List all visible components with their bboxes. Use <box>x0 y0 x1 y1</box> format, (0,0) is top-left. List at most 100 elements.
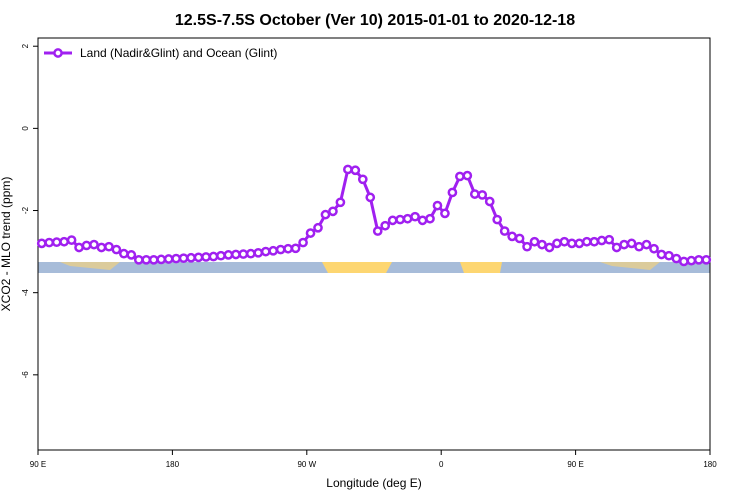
point <box>365 192 376 203</box>
land-strip <box>60 262 120 270</box>
point <box>432 200 443 211</box>
point <box>148 254 159 265</box>
point <box>380 220 391 231</box>
point <box>559 236 570 247</box>
land-strip <box>322 262 392 273</box>
point <box>656 249 667 260</box>
point <box>201 252 211 262</box>
point <box>514 233 525 244</box>
point <box>253 247 264 258</box>
legend-label: Land (Nadir&Glint) and Ocean (Glint) <box>80 46 277 60</box>
x-tick-label: 90 W <box>297 460 316 469</box>
point <box>589 236 600 247</box>
point <box>581 236 592 247</box>
y-tick-label: -4 <box>21 289 30 297</box>
x-axis-label: Longitude (deg E) <box>326 476 421 490</box>
point <box>357 174 368 185</box>
point <box>469 189 480 199</box>
x-tick-label: 180 <box>166 460 180 469</box>
point <box>664 250 674 261</box>
point <box>133 254 144 265</box>
point <box>223 250 234 260</box>
point <box>619 239 629 250</box>
point <box>283 243 293 254</box>
point <box>641 239 652 250</box>
point <box>537 239 547 250</box>
point <box>462 170 473 181</box>
point <box>395 214 405 225</box>
point <box>305 228 316 238</box>
point <box>178 253 189 264</box>
map-strip <box>38 262 710 273</box>
point <box>387 215 398 226</box>
point <box>298 237 308 248</box>
y-tick-label: -6 <box>21 371 30 379</box>
point <box>328 206 338 217</box>
point <box>320 209 331 220</box>
point <box>499 226 510 236</box>
point <box>260 246 271 257</box>
land-strip <box>460 262 502 273</box>
point <box>268 245 279 256</box>
point <box>417 215 428 226</box>
point <box>567 238 577 249</box>
point <box>66 235 77 245</box>
y-tick-label: 2 <box>21 43 30 48</box>
point <box>81 240 92 251</box>
point <box>544 242 555 253</box>
point <box>679 256 689 267</box>
point <box>649 243 659 254</box>
point <box>216 250 226 261</box>
point <box>231 249 241 260</box>
point <box>447 187 458 198</box>
point <box>492 214 503 225</box>
point <box>425 213 435 224</box>
point <box>686 255 697 266</box>
point <box>574 238 585 249</box>
point <box>477 190 488 200</box>
point <box>44 237 55 248</box>
point <box>701 254 712 265</box>
point <box>238 249 249 259</box>
point <box>163 254 174 264</box>
point <box>193 252 204 263</box>
point <box>611 242 622 253</box>
x-tick-label: 90 E <box>567 460 583 469</box>
point <box>507 231 517 242</box>
point <box>245 248 256 259</box>
chart-title: 12.5S-7.5S October (Ver 10) 2015-01-01 t… <box>175 12 575 29</box>
point <box>634 241 644 252</box>
point <box>89 239 99 250</box>
x-tick-label: 180 <box>703 460 717 469</box>
point <box>596 235 607 246</box>
point <box>119 248 129 259</box>
point <box>604 234 615 245</box>
point <box>552 238 562 249</box>
point <box>51 237 62 248</box>
point <box>96 242 107 253</box>
point <box>529 236 540 247</box>
series-line <box>41 167 707 263</box>
point <box>208 251 219 262</box>
point <box>313 222 323 233</box>
point <box>59 236 69 247</box>
point <box>671 253 682 264</box>
point <box>126 250 137 260</box>
point <box>693 254 704 265</box>
point <box>372 226 383 236</box>
point <box>186 252 196 263</box>
y-axis-label: XCO2 - MLO trend (ppm) <box>0 177 13 312</box>
point <box>455 171 465 182</box>
point <box>350 165 361 176</box>
point <box>171 253 181 264</box>
point <box>36 238 47 249</box>
x-tick-label: 0 <box>439 460 444 469</box>
point <box>111 244 122 255</box>
point <box>410 211 420 222</box>
y-tick-label: 0 <box>21 126 30 131</box>
point <box>343 164 353 175</box>
point <box>484 196 495 207</box>
point <box>335 197 346 208</box>
point <box>275 244 286 255</box>
